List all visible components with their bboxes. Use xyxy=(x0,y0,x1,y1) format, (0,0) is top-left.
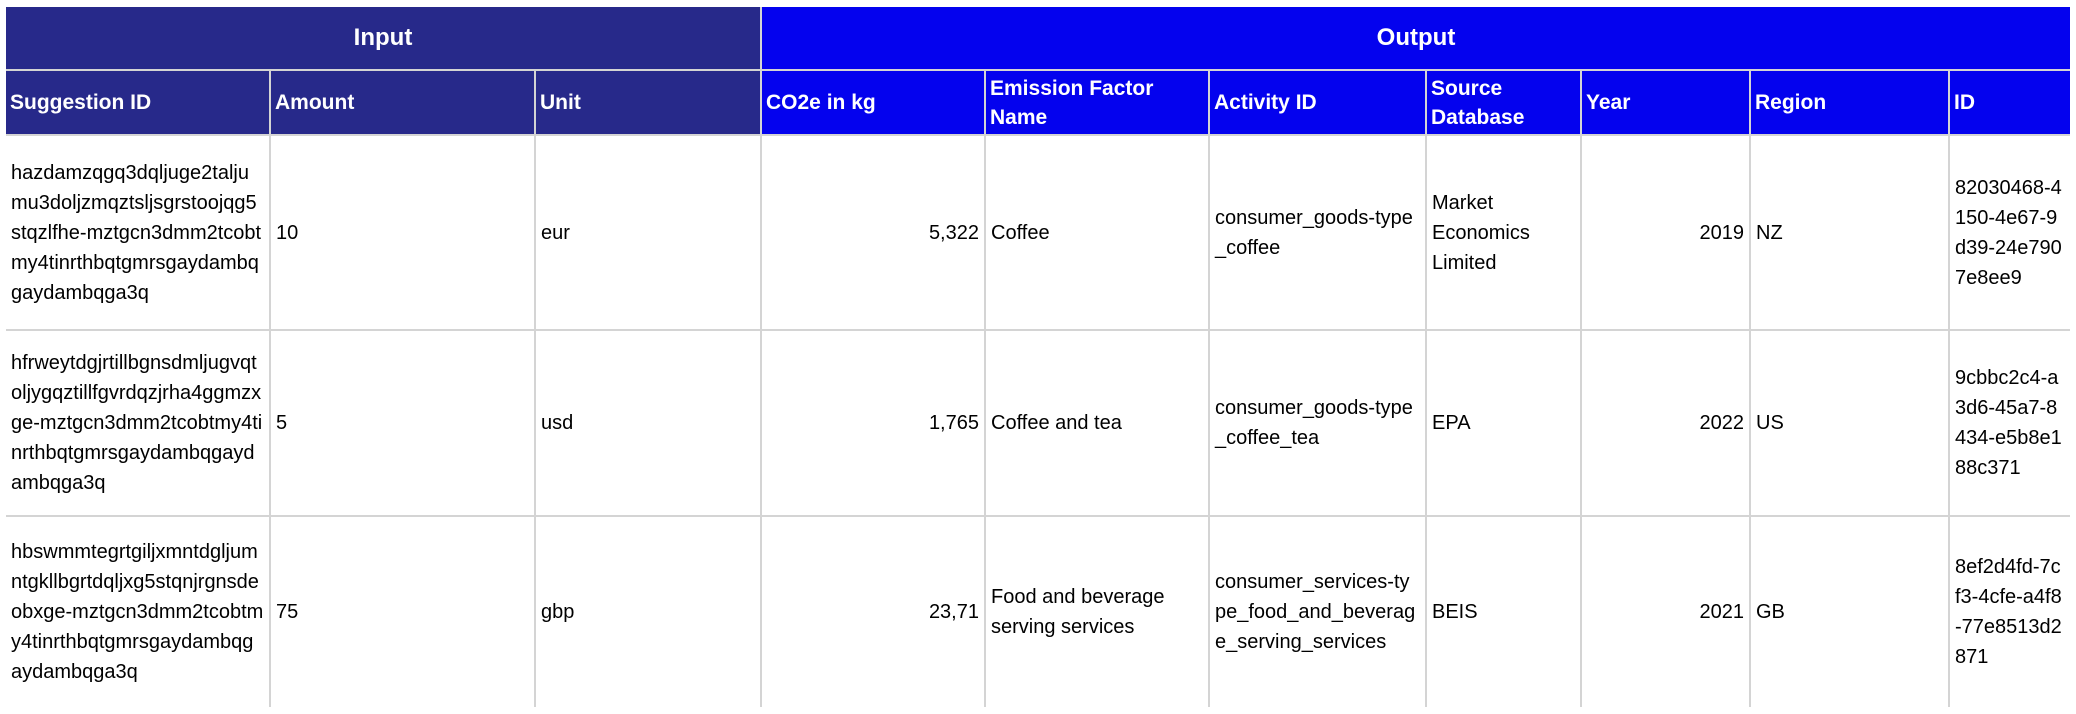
group-header-input: Input xyxy=(6,7,760,69)
column-header-region: Region xyxy=(1751,71,1948,134)
cell-value: 5 xyxy=(276,412,288,434)
cell-value: US xyxy=(1756,412,1784,434)
table-cell-suggestion-id: hbswmmtegrtgiljxmntdgljumntgkllbgrtdqljx… xyxy=(6,517,269,707)
column-header-suggestion-id: Suggestion ID xyxy=(6,71,269,134)
table-cell-unit: usd xyxy=(536,331,760,515)
column-header-activity-id: Activity ID xyxy=(1210,71,1425,134)
column-header-id: ID xyxy=(1950,71,2070,134)
table-cell-year: 2019 xyxy=(1582,136,1749,329)
cell-value: 2019 xyxy=(1699,221,1745,244)
column-header-ef-name: Emission Factor Name xyxy=(986,71,1208,134)
cell-value: 8ef2d4fd-7cf3-4cfe-a4f8-77e8513d2871 xyxy=(1955,556,2062,668)
table-cell-activity-id: consumer_services-type_food_and_beverage… xyxy=(1210,517,1425,707)
table-cell-year: 2022 xyxy=(1582,331,1749,515)
cell-value: hazdamzqgq3dqljuge2taljumu3doljzmqztsljs… xyxy=(11,161,262,304)
table-cell-amount: 5 xyxy=(271,331,534,515)
cell-value: 10 xyxy=(276,221,299,244)
cell-value: hfrweytdgjrtillbgnsdmljugvqtoljygqztillf… xyxy=(11,352,263,494)
cell-value: EPA xyxy=(1432,412,1471,434)
table-cell-ef-name: Coffee xyxy=(986,136,1208,329)
cell-value: 1,765 xyxy=(928,412,979,434)
cell-value: GB xyxy=(1756,601,1785,623)
cell-value: 9cbbc2c4-a3d6-45a7-8434-e5b8e188c371 xyxy=(1955,367,2062,479)
table-cell-co2e: 23,71 xyxy=(762,517,984,707)
table-cell-id: 9cbbc2c4-a3d6-45a7-8434-e5b8e188c371 xyxy=(1950,331,2070,515)
cell-value: Food and beverage serving services xyxy=(991,586,1165,638)
cell-value: eur xyxy=(541,221,570,244)
table-cell-id: 8ef2d4fd-7cf3-4cfe-a4f8-77e8513d2871 xyxy=(1950,517,2070,707)
table-cell-region: NZ xyxy=(1751,136,1948,329)
cell-value: 5,322 xyxy=(928,221,979,244)
table-cell-co2e: 5,322 xyxy=(762,136,984,329)
column-header-year: Year xyxy=(1582,71,1749,134)
table-cell-amount: 10 xyxy=(271,136,534,329)
table-cell-year: 2021 xyxy=(1582,517,1749,707)
cell-value: BEIS xyxy=(1432,601,1478,623)
table-cell-id: 82030468-4150-4e67-9d39-24e7907e8ee9 xyxy=(1950,136,2070,329)
table-cell-amount: 75 xyxy=(271,517,534,707)
table-cell-ef-name: Coffee and tea xyxy=(986,331,1208,515)
table-cell-activity-id: consumer_goods-type_coffee_tea xyxy=(1210,331,1425,515)
group-header-output: Output xyxy=(762,7,2070,69)
table-cell-source-db: EPA xyxy=(1427,331,1580,515)
cell-value: Coffee xyxy=(991,221,1050,244)
cell-value: 82030468-4150-4e67-9d39-24e7907e8ee9 xyxy=(1955,176,2062,289)
table-cell-suggestion-id: hazdamzqgq3dqljuge2taljumu3doljzmqztsljs… xyxy=(6,136,269,329)
cell-value: NZ xyxy=(1756,221,1783,244)
cell-value: Market Economics Limited xyxy=(1432,191,1530,274)
results-table: Input Output Suggestion ID Amount Unit CO2e… xyxy=(6,7,2070,707)
cell-value: usd xyxy=(541,412,574,434)
cell-value: 2021 xyxy=(1699,601,1745,623)
table-cell-region: GB xyxy=(1751,517,1948,707)
table-cell-suggestion-id: hfrweytdgjrtillbgnsdmljugvqtoljygqztillf… xyxy=(6,331,269,515)
table-cell-activity-id: consumer_goods-type_coffee xyxy=(1210,136,1425,329)
cell-value: hbswmmtegrtgiljxmntdgljumntgkllbgrtdqljx… xyxy=(11,541,264,683)
cell-value: consumer_goods-type_coffee_tea xyxy=(1215,397,1413,449)
column-header-source-db: Source Database xyxy=(1427,71,1580,134)
cell-value: gbp xyxy=(541,601,575,623)
table-cell-unit: gbp xyxy=(536,517,760,707)
cell-value: Coffee and tea xyxy=(991,412,1122,434)
column-header-co2e: CO2e in kg xyxy=(762,71,984,134)
table-cell-source-db: BEIS xyxy=(1427,517,1580,707)
cell-value: 23,71 xyxy=(928,601,979,623)
table-cell-ef-name: Food and beverage serving services xyxy=(986,517,1208,707)
cell-value: 2022 xyxy=(1699,412,1745,434)
column-header-unit: Unit xyxy=(536,71,760,134)
cell-value: 75 xyxy=(276,601,299,623)
cell-value: consumer_services-type_food_and_beverage… xyxy=(1215,571,1416,653)
table-cell-unit: eur xyxy=(536,136,760,329)
column-header-amount: Amount xyxy=(271,71,534,134)
cell-value: consumer_goods-type_coffee xyxy=(1215,206,1413,259)
table-cell-region: US xyxy=(1751,331,1948,515)
table-cell-source-db: Market Economics Limited xyxy=(1427,136,1580,329)
table-cell-co2e: 1,765 xyxy=(762,331,984,515)
